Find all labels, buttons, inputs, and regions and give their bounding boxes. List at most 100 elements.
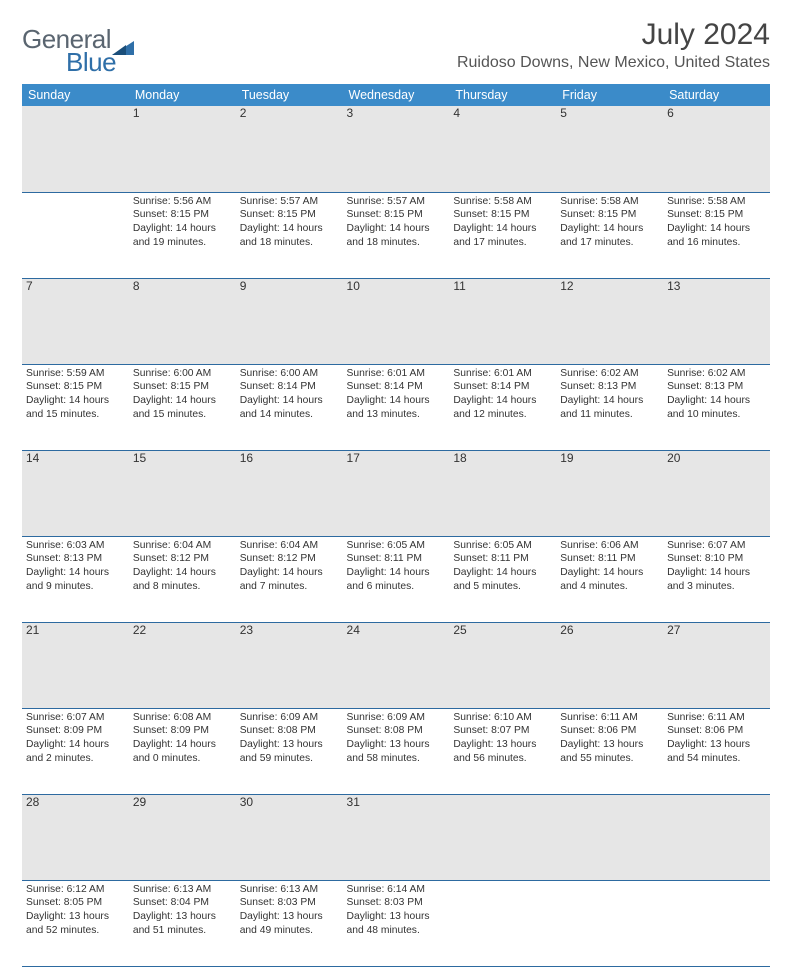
sunset-line: Sunset: 8:14 PM <box>347 380 446 394</box>
day-cell: Sunrise: 5:56 AMSunset: 8:15 PMDaylight:… <box>129 192 236 278</box>
daylight-line: and 17 minutes. <box>560 236 659 250</box>
day-number: 25 <box>449 622 556 708</box>
daynum-row: 28293031 <box>22 794 770 880</box>
day-number: 31 <box>343 794 450 880</box>
sunset-line: Sunset: 8:12 PM <box>240 552 339 566</box>
daylight-line: Daylight: 13 hours <box>240 910 339 924</box>
daylight-line: and 59 minutes. <box>240 752 339 766</box>
calendar-table: Sunday Monday Tuesday Wednesday Thursday… <box>22 84 770 967</box>
day-number: 12 <box>556 278 663 364</box>
sunrise-line: Sunrise: 6:14 AM <box>347 883 446 897</box>
sunrise-line: Sunrise: 6:02 AM <box>560 367 659 381</box>
sunrise-line: Sunrise: 6:12 AM <box>26 883 125 897</box>
sunrise-line: Sunrise: 6:11 AM <box>667 711 766 725</box>
day-number: 22 <box>129 622 236 708</box>
daynum-row: 123456 <box>22 106 770 192</box>
day-number <box>556 794 663 880</box>
sunrise-line: Sunrise: 6:01 AM <box>453 367 552 381</box>
daylight-line: Daylight: 14 hours <box>453 222 552 236</box>
sunset-line: Sunset: 8:15 PM <box>133 380 232 394</box>
day-number: 9 <box>236 278 343 364</box>
sunset-line: Sunset: 8:15 PM <box>133 208 232 222</box>
week-row: Sunrise: 6:12 AMSunset: 8:05 PMDaylight:… <box>22 880 770 966</box>
weekday-header: Tuesday <box>236 84 343 106</box>
day-cell: Sunrise: 6:01 AMSunset: 8:14 PMDaylight:… <box>343 364 450 450</box>
daylight-line: and 13 minutes. <box>347 408 446 422</box>
sunset-line: Sunset: 8:13 PM <box>667 380 766 394</box>
day-cell: Sunrise: 6:08 AMSunset: 8:09 PMDaylight:… <box>129 708 236 794</box>
sunrise-line: Sunrise: 6:09 AM <box>240 711 339 725</box>
sunrise-line: Sunrise: 6:04 AM <box>133 539 232 553</box>
sunset-line: Sunset: 8:06 PM <box>667 724 766 738</box>
day-number: 11 <box>449 278 556 364</box>
day-number: 24 <box>343 622 450 708</box>
sunset-line: Sunset: 8:12 PM <box>133 552 232 566</box>
day-number: 26 <box>556 622 663 708</box>
day-cell: Sunrise: 5:59 AMSunset: 8:15 PMDaylight:… <box>22 364 129 450</box>
sunset-line: Sunset: 8:04 PM <box>133 896 232 910</box>
sunset-line: Sunset: 8:03 PM <box>347 896 446 910</box>
week-row: Sunrise: 6:07 AMSunset: 8:09 PMDaylight:… <box>22 708 770 794</box>
day-cell: Sunrise: 6:04 AMSunset: 8:12 PMDaylight:… <box>129 536 236 622</box>
day-number: 18 <box>449 450 556 536</box>
day-cell: Sunrise: 6:09 AMSunset: 8:08 PMDaylight:… <box>343 708 450 794</box>
day-number: 20 <box>663 450 770 536</box>
day-number: 29 <box>129 794 236 880</box>
day-number: 30 <box>236 794 343 880</box>
day-number: 13 <box>663 278 770 364</box>
daylight-line: and 6 minutes. <box>347 580 446 594</box>
weekday-header: Saturday <box>663 84 770 106</box>
daylight-line: Daylight: 14 hours <box>667 394 766 408</box>
day-cell <box>449 880 556 966</box>
brand-logo: GeneralBlue <box>22 18 134 78</box>
daylight-line: and 51 minutes. <box>133 924 232 938</box>
daylight-line: and 3 minutes. <box>667 580 766 594</box>
sunset-line: Sunset: 8:11 PM <box>347 552 446 566</box>
sunset-line: Sunset: 8:10 PM <box>667 552 766 566</box>
sunrise-line: Sunrise: 6:03 AM <box>26 539 125 553</box>
daylight-line: Daylight: 14 hours <box>133 566 232 580</box>
daylight-line: and 0 minutes. <box>133 752 232 766</box>
day-cell: Sunrise: 5:58 AMSunset: 8:15 PMDaylight:… <box>663 192 770 278</box>
sunrise-line: Sunrise: 6:01 AM <box>347 367 446 381</box>
sunrise-line: Sunrise: 5:58 AM <box>453 195 552 209</box>
sunrise-line: Sunrise: 6:11 AM <box>560 711 659 725</box>
sunset-line: Sunset: 8:11 PM <box>560 552 659 566</box>
sunrise-line: Sunrise: 5:56 AM <box>133 195 232 209</box>
day-number: 28 <box>22 794 129 880</box>
sunrise-line: Sunrise: 5:57 AM <box>347 195 446 209</box>
daylight-line: Daylight: 13 hours <box>26 910 125 924</box>
sunset-line: Sunset: 8:08 PM <box>347 724 446 738</box>
daylight-line: Daylight: 14 hours <box>453 394 552 408</box>
day-number: 27 <box>663 622 770 708</box>
sunset-line: Sunset: 8:15 PM <box>26 380 125 394</box>
sunrise-line: Sunrise: 6:00 AM <box>240 367 339 381</box>
day-cell: Sunrise: 6:12 AMSunset: 8:05 PMDaylight:… <box>22 880 129 966</box>
sunset-line: Sunset: 8:15 PM <box>453 208 552 222</box>
daynum-row: 78910111213 <box>22 278 770 364</box>
weekday-header: Friday <box>556 84 663 106</box>
day-number: 17 <box>343 450 450 536</box>
daylight-line: and 2 minutes. <box>26 752 125 766</box>
sunrise-line: Sunrise: 6:13 AM <box>240 883 339 897</box>
day-cell: Sunrise: 6:09 AMSunset: 8:08 PMDaylight:… <box>236 708 343 794</box>
day-number: 16 <box>236 450 343 536</box>
daylight-line: Daylight: 14 hours <box>133 738 232 752</box>
daylight-line: Daylight: 14 hours <box>560 222 659 236</box>
month-title: July 2024 <box>457 18 770 52</box>
sunset-line: Sunset: 8:05 PM <box>26 896 125 910</box>
daylight-line: Daylight: 14 hours <box>240 222 339 236</box>
weekday-header: Sunday <box>22 84 129 106</box>
weekday-header: Monday <box>129 84 236 106</box>
sunrise-line: Sunrise: 6:08 AM <box>133 711 232 725</box>
week-row: Sunrise: 5:59 AMSunset: 8:15 PMDaylight:… <box>22 364 770 450</box>
daylight-line: Daylight: 14 hours <box>347 566 446 580</box>
daylight-line: Daylight: 14 hours <box>667 566 766 580</box>
day-number: 3 <box>343 106 450 192</box>
sunrise-line: Sunrise: 6:13 AM <box>133 883 232 897</box>
sunset-line: Sunset: 8:15 PM <box>560 208 659 222</box>
sunset-line: Sunset: 8:03 PM <box>240 896 339 910</box>
day-number: 14 <box>22 450 129 536</box>
location-text: Ruidoso Downs, New Mexico, United States <box>457 54 770 72</box>
day-cell: Sunrise: 5:57 AMSunset: 8:15 PMDaylight:… <box>236 192 343 278</box>
